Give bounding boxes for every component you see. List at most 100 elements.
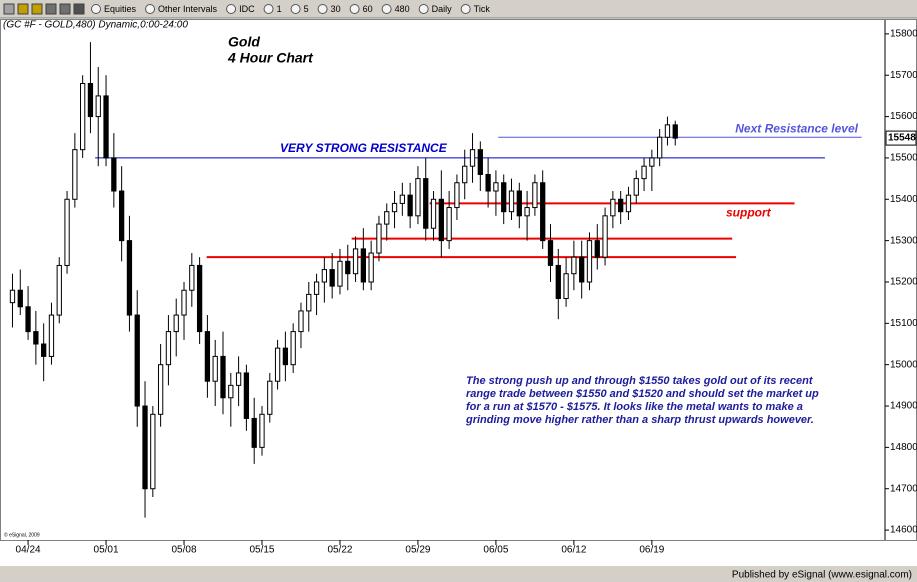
toolbar-button[interactable]: 480 — [381, 4, 410, 14]
candle-body — [516, 190, 522, 217]
toolbar-icon — [226, 4, 237, 14]
candle-body — [165, 331, 172, 366]
toolbar-icon[interactable] — [73, 3, 85, 15]
toolbar-label: 5 — [304, 4, 309, 14]
candle-body — [633, 178, 639, 196]
candle-body — [391, 202, 398, 213]
x-tick-label: 05/29 — [405, 545, 430, 556]
candle-body — [438, 198, 444, 242]
y-tick-label: 15100 — [890, 318, 917, 329]
candle-body — [72, 149, 78, 200]
toolbar-button[interactable]: 60 — [349, 4, 373, 14]
y-tick-label: 14900 — [890, 401, 917, 412]
toolbar-icon — [381, 4, 392, 14]
toolbar — [0, 0, 917, 18]
candle-body — [454, 182, 460, 209]
last-price-box — [885, 130, 917, 146]
candle-body — [571, 256, 577, 275]
toolbar-button[interactable]: Tick — [460, 4, 491, 14]
candle-body — [118, 190, 125, 242]
toolbar-button[interactable]: Daily — [418, 4, 453, 14]
candle-body — [352, 248, 359, 275]
x-tick-label: 06/19 — [639, 545, 664, 556]
toolbar-button[interactable]: 30 — [317, 4, 341, 14]
candle-body — [477, 149, 483, 175]
x-tick-label: 05/22 — [327, 545, 352, 556]
level-label: VERY STRONG RESISTANCE — [280, 141, 448, 155]
y-tick-label: 15600 — [890, 111, 917, 122]
candle-body — [274, 347, 281, 382]
toolbar-icon — [91, 4, 101, 14]
toolbar-icon[interactable] — [31, 3, 43, 15]
annotation-line: for a run at $1570 - $1575. It looks lik… — [466, 401, 803, 413]
toolbar-icon[interactable] — [45, 3, 57, 15]
candle-body — [329, 269, 335, 287]
candle-body — [415, 178, 421, 217]
toolbar-label: Daily — [432, 4, 453, 14]
y-tick-label: 15400 — [890, 194, 917, 205]
candle-body — [212, 355, 218, 382]
toolbar-icon[interactable] — [3, 3, 15, 15]
candle-body — [321, 269, 328, 283]
candle-body — [345, 260, 351, 275]
candle-body — [407, 194, 413, 217]
candle-body — [563, 273, 569, 300]
candle-body — [290, 331, 296, 366]
annotation-line: The strong push up and through $1550 tak… — [466, 375, 814, 387]
candle-body — [41, 343, 47, 357]
candle-body — [641, 165, 647, 180]
candle-body — [87, 83, 94, 118]
y-tick-label: 15800 — [890, 29, 917, 40]
candle-body — [376, 223, 382, 254]
toolbar-button[interactable]: 5 — [290, 4, 309, 14]
toolbar-label: 30 — [331, 4, 341, 14]
candle-body — [111, 157, 117, 192]
candle-body — [157, 364, 164, 415]
candle-body — [64, 198, 70, 266]
candle-body — [462, 165, 468, 184]
candle-body — [384, 211, 390, 225]
toolbar-label: 1 — [277, 4, 282, 14]
candle-body — [196, 264, 203, 333]
toolbar-icon — [317, 4, 328, 14]
footer: Published by eSignal (www.esignal.com) — [732, 570, 912, 581]
candle-body — [56, 264, 62, 316]
toolbar-button[interactable]: Other Intervals — [145, 4, 218, 14]
y-tick-label: 14800 — [890, 442, 917, 453]
candle-body — [142, 405, 148, 490]
toolbar-label: Tick — [474, 4, 491, 14]
candle-body — [524, 207, 530, 217]
candle-body — [235, 372, 242, 386]
candle-body — [602, 215, 608, 258]
toolbar-button[interactable]: 1 — [263, 4, 282, 14]
candle-body — [259, 413, 265, 448]
candle-body — [657, 136, 663, 159]
candle-body — [313, 281, 320, 295]
toolbar-icon[interactable] — [17, 3, 29, 15]
y-tick-label: 14600 — [890, 525, 917, 536]
candle-body — [664, 124, 671, 138]
candle-body — [547, 240, 554, 266]
annotation-line: grinding move higher rather than a sharp… — [465, 414, 814, 426]
toolbar-icon — [145, 4, 156, 14]
candle-body — [469, 149, 476, 167]
toolbar-icon — [349, 4, 360, 14]
level-label: Next Resistance level — [735, 121, 858, 135]
toolbar-label: Equities — [104, 4, 137, 14]
toolbar-button[interactable]: IDC — [226, 4, 256, 14]
candle-body — [220, 355, 226, 399]
copyright: © eSignal, 2009 — [4, 531, 40, 538]
toolbar-button[interactable]: Equities — [91, 4, 137, 14]
candle-body — [134, 314, 140, 407]
candle-body — [251, 417, 257, 448]
candle-body — [485, 173, 491, 192]
candle-body — [649, 157, 655, 167]
candle-body — [189, 264, 195, 291]
toolbar-icon[interactable] — [59, 3, 71, 15]
candle-body — [126, 240, 133, 316]
candle-body — [95, 95, 101, 118]
candle-body — [532, 182, 538, 209]
toolbar-label: IDC — [239, 4, 255, 14]
